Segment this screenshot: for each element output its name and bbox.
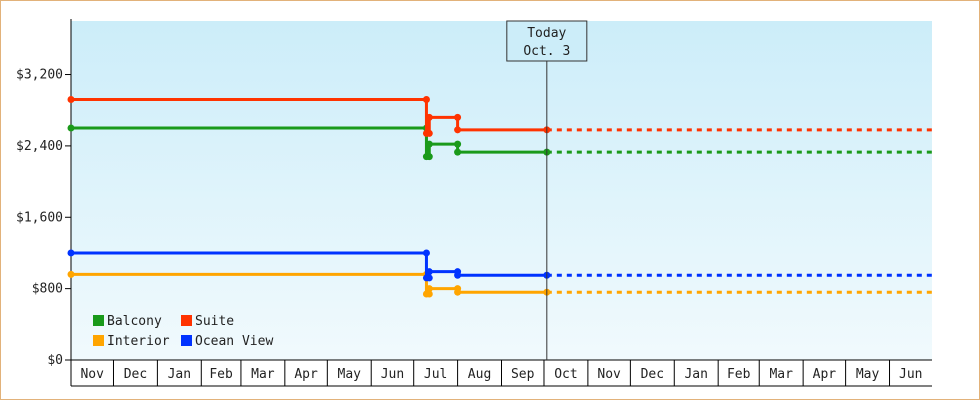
data-point-balcony <box>454 148 462 156</box>
data-point-ocean-view <box>425 268 433 276</box>
x-tick-label: Feb <box>209 367 233 382</box>
x-tick-label: Mar <box>251 367 275 382</box>
data-point-ocean-view <box>67 249 75 257</box>
data-point-interior <box>425 285 433 293</box>
legend-swatch-suite <box>181 315 192 326</box>
x-tick-label: Jun <box>899 367 922 382</box>
data-point-suite <box>422 96 430 104</box>
today-date-label: Oct. 3 <box>523 44 570 59</box>
x-tick-label: Jul <box>424 367 447 382</box>
data-point-suite <box>67 96 75 104</box>
data-point-balcony <box>425 153 433 161</box>
data-point-balcony <box>425 140 433 148</box>
legend-swatch-interior <box>93 335 104 346</box>
x-tick-label: Sep <box>511 367 535 382</box>
x-tick-label: Jan <box>168 367 191 382</box>
legend-label-ocean-view: Ocean View <box>195 334 273 349</box>
y-tick-label: $1,600 <box>16 210 63 225</box>
data-point-balcony <box>454 140 462 148</box>
y-tick-label: $0 <box>47 353 63 368</box>
data-point-ocean-view <box>422 249 430 257</box>
x-tick-label: Feb <box>727 367 751 382</box>
x-tick-label: Nov <box>597 367 621 382</box>
plot-background <box>71 21 932 360</box>
x-tick-label: Apr <box>813 367 837 382</box>
x-tick-label: Dec <box>641 367 664 382</box>
data-point-suite <box>454 113 462 121</box>
x-tick-label: Jan <box>684 367 707 382</box>
y-tick-label: $3,200 <box>16 68 63 83</box>
data-point-ocean-view <box>454 271 462 279</box>
data-point-interior <box>67 270 75 278</box>
legend-label-interior: Interior <box>107 334 170 349</box>
x-tick-label: Jun <box>381 367 404 382</box>
legend-swatch-ocean-view <box>181 335 192 346</box>
data-point-interior <box>425 290 433 298</box>
y-tick-label: $800 <box>32 282 63 297</box>
y-tick-label: $2,400 <box>16 139 63 154</box>
x-tick-label: May <box>338 367 362 382</box>
legend-label-suite: Suite <box>195 314 234 329</box>
legend-label-balcony: Balcony <box>107 314 162 329</box>
data-point-balcony <box>67 124 75 132</box>
data-point-ocean-view <box>425 274 433 282</box>
x-tick-label: Oct <box>554 367 577 382</box>
x-tick-label: Apr <box>294 367 318 382</box>
x-tick-label: May <box>856 367 880 382</box>
legend-swatch-balcony <box>93 315 104 326</box>
data-point-suite <box>454 126 462 134</box>
data-point-interior <box>454 288 462 296</box>
x-tick-label: Mar <box>769 367 793 382</box>
today-label: Today <box>527 26 566 41</box>
data-point-suite <box>425 113 433 121</box>
x-tick-label: Aug <box>468 367 491 382</box>
today-box <box>506 20 588 62</box>
data-point-suite <box>425 129 433 137</box>
x-tick-label: Dec <box>124 367 147 382</box>
x-tick-label: Nov <box>80 367 104 382</box>
